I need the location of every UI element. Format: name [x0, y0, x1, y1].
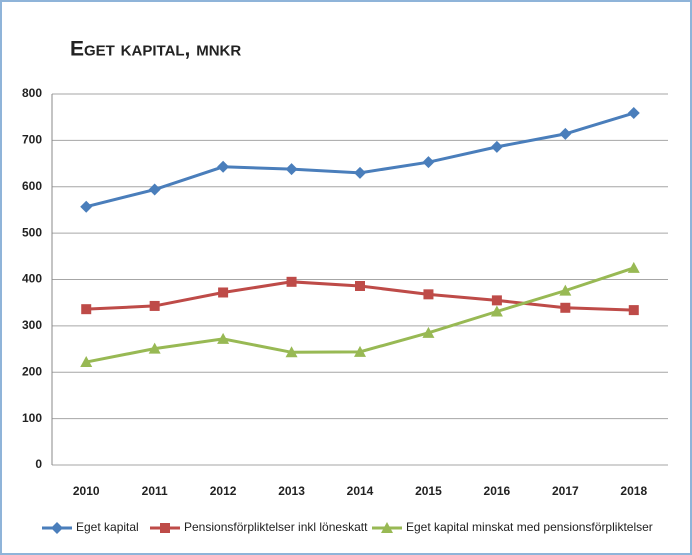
- x-tick-label: 2014: [347, 484, 374, 498]
- point: [559, 127, 572, 140]
- y-tick-label: 300: [22, 318, 42, 332]
- x-tick-label: 2016: [484, 484, 511, 498]
- point: [80, 356, 93, 368]
- y-tick-label: 200: [22, 364, 42, 378]
- y-tick-label: 500: [22, 225, 42, 239]
- legend-label: Eget kapital minskat med pensionsförplik…: [406, 520, 653, 534]
- point: [560, 302, 571, 313]
- point: [148, 342, 161, 354]
- point: [559, 284, 572, 296]
- x-tick-label: 2018: [620, 484, 647, 498]
- y-tick-label: 700: [22, 133, 42, 147]
- x-tick-label: 2017: [552, 484, 579, 498]
- point: [490, 140, 503, 153]
- x-tick-label: 2013: [278, 484, 305, 498]
- point: [285, 163, 298, 176]
- point: [627, 107, 640, 120]
- point: [491, 295, 502, 306]
- y-tick-label: 100: [22, 411, 42, 425]
- point: [628, 305, 639, 316]
- point: [423, 289, 434, 300]
- legend-marker: [381, 522, 393, 533]
- x-tick-label: 2015: [415, 484, 442, 498]
- x-tick-label: 2010: [73, 484, 100, 498]
- y-tick-label: 800: [22, 86, 42, 100]
- point: [286, 276, 297, 287]
- point: [217, 332, 230, 344]
- point: [490, 305, 503, 317]
- point: [80, 200, 93, 213]
- point: [354, 345, 366, 357]
- x-tick-label: 2012: [210, 484, 237, 498]
- x-tick-label: 2011: [142, 484, 168, 498]
- point: [217, 160, 230, 173]
- legend-label: Pensionsförpliktelser inkl löneskatt: [184, 520, 368, 534]
- legend-marker: [51, 522, 63, 534]
- point: [422, 156, 435, 169]
- chart-title: Eget kapital, mnkr: [70, 38, 241, 61]
- point: [422, 326, 435, 338]
- legend-marker: [160, 523, 170, 533]
- point: [149, 300, 160, 311]
- point: [354, 166, 366, 179]
- point: [148, 183, 161, 196]
- y-tick-label: 0: [35, 457, 42, 471]
- legend-label: Eget kapital: [76, 520, 139, 534]
- point: [218, 287, 229, 298]
- y-tick-label: 400: [22, 272, 42, 286]
- point: [627, 261, 640, 273]
- point: [355, 280, 365, 291]
- point: [81, 304, 92, 315]
- point: [285, 346, 298, 358]
- y-tick-label: 600: [22, 179, 42, 193]
